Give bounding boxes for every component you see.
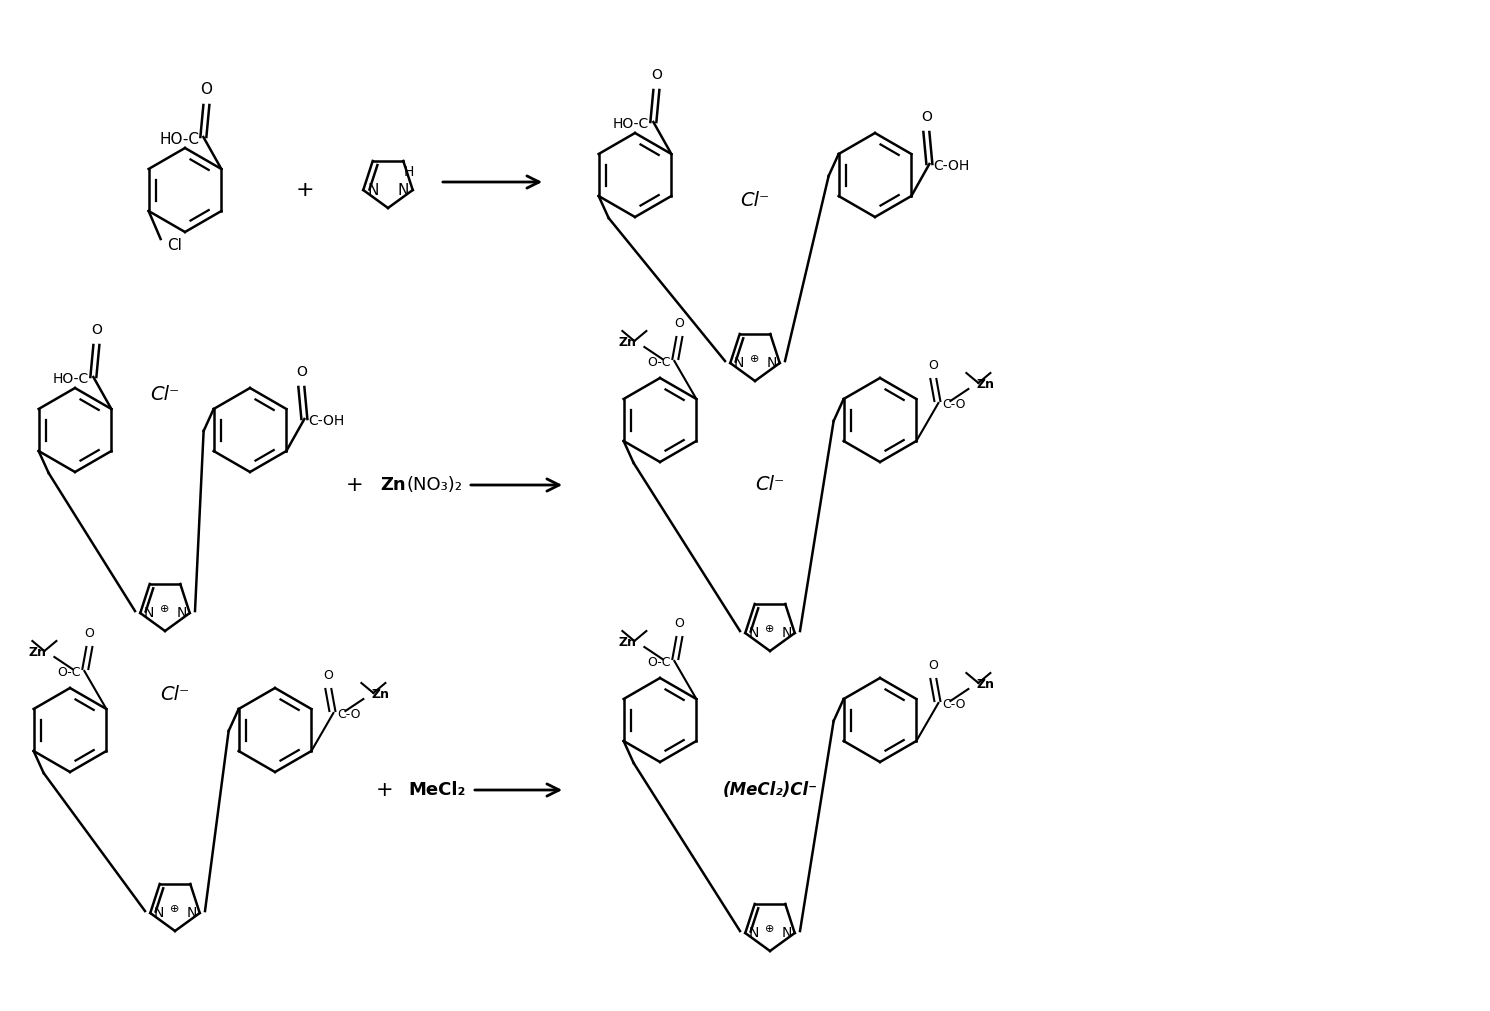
- Text: O-C: O-C: [647, 357, 670, 369]
- Text: ⊕: ⊕: [751, 354, 760, 364]
- Text: ⊕: ⊕: [161, 604, 170, 614]
- Text: ⊕: ⊕: [170, 904, 180, 914]
- Text: N: N: [186, 906, 197, 920]
- Text: ⊕: ⊕: [766, 624, 775, 634]
- Text: N: N: [781, 626, 791, 640]
- Text: O: O: [200, 82, 213, 97]
- Text: MeCl₂: MeCl₂: [408, 782, 465, 799]
- Text: O-C: O-C: [57, 666, 80, 679]
- Text: O: O: [675, 317, 684, 330]
- Text: Cl: Cl: [167, 238, 182, 253]
- Text: H: H: [404, 165, 414, 179]
- Text: C-OH: C-OH: [933, 159, 970, 173]
- Text: N: N: [398, 183, 408, 197]
- Text: Zn: Zn: [618, 637, 636, 649]
- Text: O: O: [928, 659, 939, 672]
- Text: N: N: [748, 626, 758, 640]
- Text: O: O: [297, 365, 307, 379]
- Text: (MeCl₂)Cl⁻: (MeCl₂)Cl⁻: [723, 782, 818, 799]
- Text: HO-C: HO-C: [54, 372, 89, 386]
- Text: HO-C: HO-C: [159, 131, 200, 147]
- Text: Zn: Zn: [371, 688, 389, 702]
- Text: +: +: [375, 780, 393, 800]
- Text: (NO₃)₂: (NO₃)₂: [405, 476, 462, 494]
- Text: +: +: [346, 475, 364, 495]
- Text: Zn: Zn: [380, 476, 405, 494]
- Text: N: N: [766, 356, 776, 370]
- Text: O: O: [323, 669, 334, 682]
- Text: N: N: [781, 926, 791, 940]
- Text: +: +: [295, 180, 314, 200]
- Text: HO-C: HO-C: [612, 117, 650, 131]
- Text: O: O: [675, 617, 684, 630]
- Text: N: N: [153, 906, 164, 920]
- Text: N: N: [367, 183, 378, 197]
- Text: O: O: [85, 627, 94, 640]
- Text: C-O: C-O: [942, 398, 966, 411]
- Text: N: N: [733, 356, 744, 370]
- Text: C-O: C-O: [337, 709, 361, 722]
- Text: Zn: Zn: [618, 337, 636, 350]
- Text: Cl⁻: Cl⁻: [741, 190, 770, 209]
- Text: O: O: [928, 359, 939, 372]
- Text: N: N: [143, 606, 153, 620]
- Text: N: N: [176, 606, 186, 620]
- Text: Cl⁻: Cl⁻: [161, 685, 189, 705]
- Text: O: O: [921, 110, 931, 124]
- Text: Zn: Zn: [976, 678, 994, 692]
- Text: ⊕: ⊕: [766, 924, 775, 934]
- Text: Cl⁻: Cl⁻: [755, 475, 785, 494]
- Text: O: O: [651, 68, 662, 82]
- Text: Cl⁻: Cl⁻: [150, 385, 180, 404]
- Text: O: O: [91, 323, 101, 337]
- Text: O-C: O-C: [647, 656, 670, 669]
- Text: C-O: C-O: [942, 699, 966, 712]
- Text: Zn: Zn: [976, 378, 994, 391]
- Text: C-OH: C-OH: [308, 413, 344, 428]
- Text: Zn: Zn: [28, 646, 46, 659]
- Text: N: N: [748, 926, 758, 940]
